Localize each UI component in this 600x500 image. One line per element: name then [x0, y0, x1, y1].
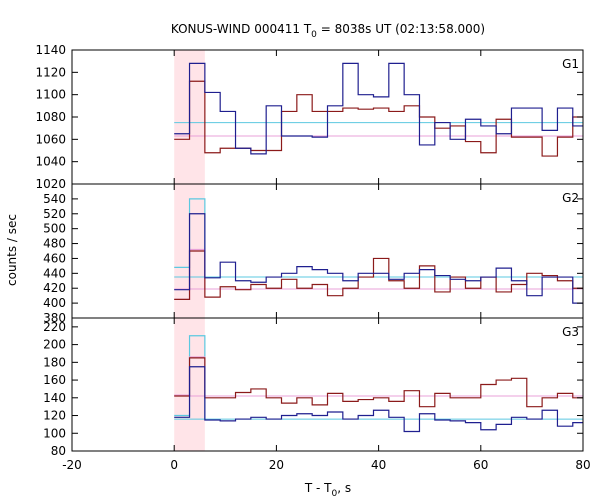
y-tick-label-G1: 1060: [35, 132, 66, 146]
x-axis-label: T - T0, s: [304, 481, 351, 499]
y-tick-label-G3: 140: [43, 391, 66, 405]
panel-frame-G2: [71, 183, 584, 319]
blue-series-G1: [174, 62, 583, 155]
y-tick-label-G3: 120: [43, 409, 66, 423]
y-tick-label-G3: 180: [43, 355, 66, 369]
axis-labels: 1020104010601080110011201140G13804004204…: [35, 43, 590, 472]
x-tick-label: 0: [170, 458, 178, 472]
y-tick-label-G3: 200: [43, 338, 66, 352]
chart-title: KONUS-WIND 000411 T0 = 8038s UT (02:13:5…: [171, 22, 485, 40]
x-axis-label-main: T - T: [304, 481, 332, 495]
y-tick-label-G2: 440: [43, 266, 66, 280]
chart-title-sub: 0: [311, 30, 317, 40]
panel-name-G3: G3: [562, 325, 579, 339]
x-tick-label: 60: [473, 458, 488, 472]
y-tick-label-G3: 160: [43, 373, 66, 387]
y-tick-label-G1: 1020: [35, 177, 66, 191]
blue-series-G3: [174, 366, 583, 433]
y-tick-label-G1: 1100: [35, 88, 66, 102]
y-tick-label-G1: 1140: [35, 43, 66, 57]
y-tick-label-G1: 1040: [35, 155, 66, 169]
x-tick-label: 20: [269, 458, 284, 472]
y-tick-label-G2: 460: [43, 251, 66, 265]
panel-frame-G3: [71, 317, 584, 452]
y-tick-label-G2: 480: [43, 237, 66, 251]
red-series-G2: [174, 250, 583, 300]
blue-series-G2: [174, 213, 583, 304]
y-tick-label-G3: 100: [43, 426, 66, 440]
y-tick-label-G2: 500: [43, 222, 66, 236]
chart-title-main: KONUS-WIND 000411 T: [171, 22, 312, 36]
y-tick-label-G3: 80: [51, 444, 66, 458]
panel-name-G2: G2: [562, 191, 579, 205]
chart-title-rest: = 8038s UT (02:13:58.000): [317, 22, 485, 36]
y-tick-label-G2: 380: [43, 311, 66, 325]
y-tick-label-G1: 1120: [35, 65, 66, 79]
x-axis-label-rest: , s: [337, 481, 351, 495]
y-tick-label-G2: 520: [43, 207, 66, 221]
panel-name-G1: G1: [562, 57, 579, 71]
y-tick-label-G2: 400: [43, 296, 66, 310]
series-layer: [174, 62, 583, 433]
y-tick-label-G3: 220: [43, 320, 66, 334]
x-tick-label: 40: [371, 458, 386, 472]
x-axis-label-sub: 0: [332, 489, 338, 499]
y-axis-label: counts / sec: [5, 214, 19, 286]
x-tick-label: -20: [62, 458, 82, 472]
y-tick-label-G1: 1080: [35, 110, 66, 124]
x-tick-label: 80: [575, 458, 590, 472]
y-tick-label-G2: 540: [43, 192, 66, 206]
red-series-G3: [174, 357, 583, 408]
axis-ticks: [71, 49, 584, 452]
y-tick-label-G2: 420: [43, 281, 66, 295]
